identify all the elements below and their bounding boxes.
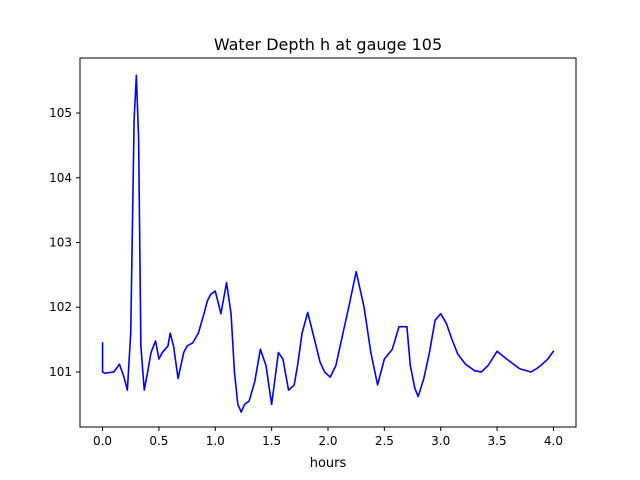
y-axis: 101 102 103 104 105	[49, 106, 80, 379]
y-tick-label: 104	[49, 171, 72, 185]
x-tick-label: 4.0	[544, 434, 563, 448]
series-line-0	[101, 74, 555, 413]
x-tick-label: 3.5	[488, 434, 507, 448]
y-tick-label: 105	[49, 106, 72, 120]
plot-area	[101, 74, 555, 413]
x-tick-label: 1.5	[262, 434, 281, 448]
x-tick-label: 2.0	[318, 434, 337, 448]
y-tick-label: 102	[49, 300, 72, 314]
x-tick-label: 2.5	[375, 434, 394, 448]
x-tick-label: 1.0	[206, 434, 225, 448]
y-tick-label: 103	[49, 236, 72, 250]
x-tick-label: 0.5	[149, 434, 168, 448]
x-axis-label: hours	[310, 456, 347, 471]
x-axis: 0.0 0.5 1.0 1.5 2.0 2.5 3.0 3.5 4.0	[93, 427, 563, 448]
y-tick-label: 101	[49, 365, 72, 379]
x-tick-label: 3.0	[431, 434, 450, 448]
chart-title: Water Depth h at gauge 105	[214, 35, 442, 54]
x-tick-label: 0.0	[93, 434, 112, 448]
